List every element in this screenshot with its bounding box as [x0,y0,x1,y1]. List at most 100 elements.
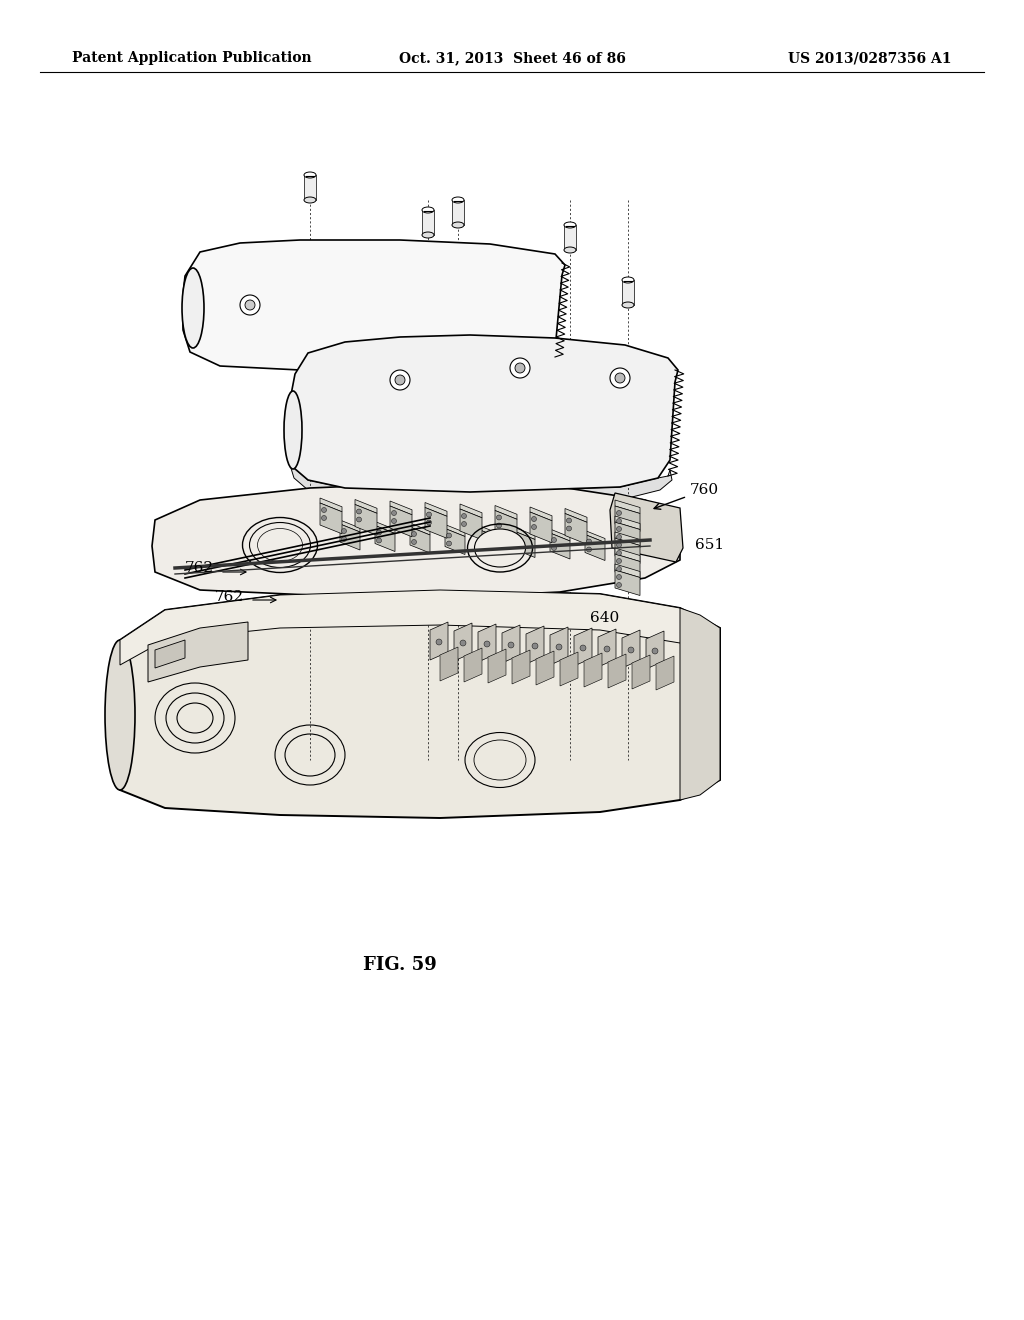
Circle shape [462,521,467,527]
Polygon shape [550,529,570,541]
Text: US 2013/0287356 A1: US 2013/0287356 A1 [788,51,952,65]
Circle shape [616,527,622,532]
Polygon shape [488,649,506,682]
Polygon shape [564,224,575,249]
Circle shape [481,543,486,548]
Circle shape [616,574,622,579]
Ellipse shape [422,232,434,238]
Circle shape [616,511,622,516]
Polygon shape [615,532,640,545]
Polygon shape [430,622,449,660]
Circle shape [462,513,467,519]
Polygon shape [290,450,672,506]
Circle shape [652,648,658,653]
Polygon shape [584,653,602,686]
Polygon shape [615,521,640,548]
Polygon shape [478,624,496,663]
Circle shape [427,512,431,517]
Circle shape [245,300,255,310]
Polygon shape [512,649,530,684]
Polygon shape [319,498,342,512]
Circle shape [497,515,502,520]
Ellipse shape [452,197,464,203]
Polygon shape [502,624,520,663]
Ellipse shape [304,197,316,203]
Ellipse shape [452,222,464,228]
Polygon shape [615,548,640,561]
Text: 762: 762 [185,561,214,576]
Polygon shape [585,535,605,561]
Polygon shape [615,500,640,513]
Ellipse shape [422,207,434,213]
Circle shape [460,640,466,645]
Circle shape [566,525,571,531]
Polygon shape [319,503,342,533]
Polygon shape [550,533,570,558]
Circle shape [604,645,610,652]
Polygon shape [550,627,568,665]
Polygon shape [515,532,535,557]
Polygon shape [183,240,565,370]
Polygon shape [480,531,500,556]
Polygon shape [615,516,640,529]
Circle shape [552,537,556,543]
Circle shape [515,363,525,374]
Circle shape [436,639,442,645]
Polygon shape [464,648,482,682]
Polygon shape [148,622,248,682]
Text: Oct. 31, 2013  Sheet 46 of 86: Oct. 31, 2013 Sheet 46 of 86 [398,51,626,65]
Polygon shape [598,630,616,667]
Circle shape [322,507,327,512]
Polygon shape [452,201,464,224]
Polygon shape [440,647,458,681]
Polygon shape [445,524,465,536]
Polygon shape [355,504,377,536]
Text: Patent Application Publication: Patent Application Publication [72,51,311,65]
Polygon shape [375,525,395,552]
Circle shape [356,517,361,521]
Ellipse shape [284,391,302,469]
Circle shape [412,540,417,544]
Polygon shape [615,570,640,595]
Circle shape [341,528,346,533]
Polygon shape [375,521,395,533]
Circle shape [391,511,396,516]
Polygon shape [495,506,517,519]
Polygon shape [530,512,552,543]
Ellipse shape [105,640,135,789]
Polygon shape [565,508,587,523]
Text: 760: 760 [654,483,719,510]
Circle shape [587,546,592,552]
Polygon shape [304,176,316,201]
Polygon shape [646,631,664,669]
Polygon shape [610,492,683,562]
Circle shape [427,520,431,525]
Polygon shape [615,539,640,564]
Polygon shape [460,504,482,517]
Text: 640: 640 [590,611,620,624]
Polygon shape [425,507,447,539]
Circle shape [628,647,634,653]
Ellipse shape [250,523,310,568]
Polygon shape [615,506,640,532]
Ellipse shape [182,268,204,348]
Ellipse shape [304,172,316,178]
Circle shape [395,375,406,385]
Circle shape [240,294,260,315]
Polygon shape [632,655,650,689]
Ellipse shape [622,277,634,282]
Polygon shape [480,525,500,539]
Circle shape [532,643,538,649]
Circle shape [610,368,630,388]
Circle shape [391,519,396,524]
Polygon shape [290,335,678,492]
Polygon shape [656,656,674,690]
Circle shape [552,545,556,550]
Ellipse shape [564,247,575,253]
Polygon shape [530,507,552,521]
Circle shape [341,536,346,541]
Circle shape [510,358,530,378]
Polygon shape [526,626,544,664]
Circle shape [446,541,452,546]
Circle shape [516,536,521,541]
